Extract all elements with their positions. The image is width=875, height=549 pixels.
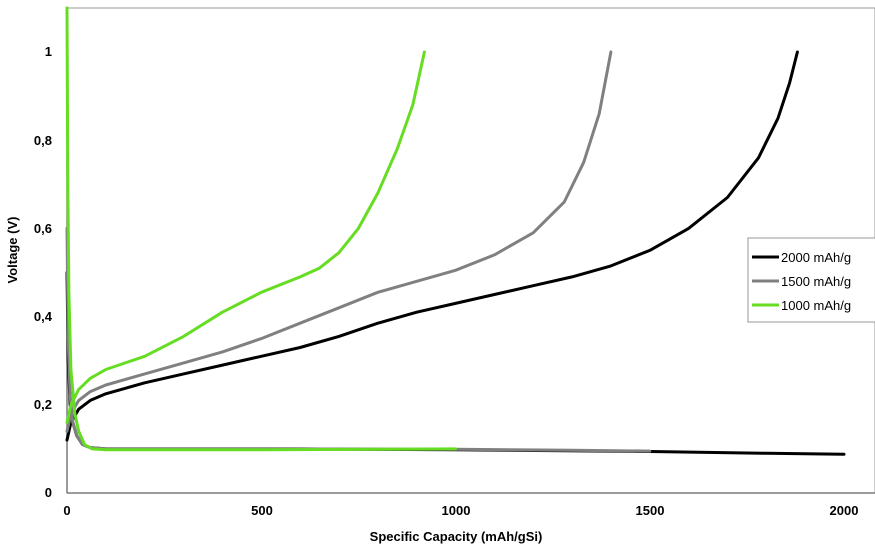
x-tick-label: 2000: [830, 503, 859, 518]
y-tick-labels: 0 0,2 0,4 0,6 0,8 1: [34, 44, 53, 500]
y-tick-label: 0,2: [34, 397, 52, 412]
series-line-charge: [65, 50, 426, 424]
legend-label: 1000 mAh/g: [781, 298, 851, 313]
series-line-discharge: [65, 226, 652, 453]
series-line-charge: [65, 50, 799, 442]
series-line-discharge: [65, 6, 457, 452]
y-tick-label: 0,6: [34, 221, 52, 236]
x-tick-label: 500: [251, 503, 273, 518]
y-tick-label: 1: [45, 44, 52, 59]
legend-label: 2000 mAh/g: [781, 250, 851, 265]
x-tick-label: 1000: [442, 503, 471, 518]
y-tick-label: 0,8: [34, 133, 52, 148]
x-tick-label: 0: [63, 503, 70, 518]
y-axis-title: Voltage (V): [5, 217, 20, 284]
x-tick-label: 1500: [636, 503, 665, 518]
legend: 2000 mAh/g 1500 mAh/g 1000 mAh/g: [747, 237, 875, 323]
x-tick-labels: 0 500 1000 1500 2000: [63, 503, 858, 518]
series-layer: [65, 6, 846, 456]
series-line-charge: [65, 50, 613, 433]
y-tick-label: 0: [45, 485, 52, 500]
y-tick-label: 0,4: [34, 309, 53, 324]
legend-label: 1500 mAh/g: [781, 274, 851, 289]
x-axis-title: Specific Capacity (mAh/gSi): [370, 529, 543, 544]
